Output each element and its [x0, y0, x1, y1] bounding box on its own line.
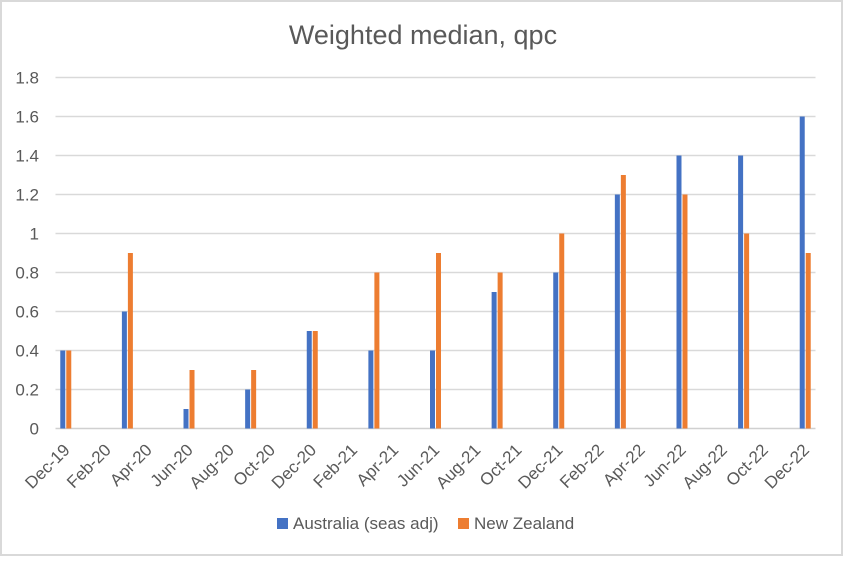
- svg-text:1.2: 1.2: [15, 186, 39, 205]
- svg-text:Weighted median, qpc: Weighted median, qpc: [289, 20, 557, 50]
- svg-text:0.4: 0.4: [15, 342, 39, 361]
- svg-text:0.8: 0.8: [15, 264, 39, 283]
- svg-text:1.6: 1.6: [15, 108, 39, 127]
- svg-text:1.4: 1.4: [15, 147, 39, 166]
- svg-text:0.2: 0.2: [15, 381, 39, 400]
- svg-text:Australia (seas adj): Australia (seas adj): [293, 514, 439, 533]
- svg-text:New Zealand: New Zealand: [474, 514, 574, 533]
- svg-text:0.6: 0.6: [15, 303, 39, 322]
- svg-text:1: 1: [30, 225, 39, 244]
- svg-text:0: 0: [30, 420, 39, 439]
- svg-text:1.8: 1.8: [15, 69, 39, 88]
